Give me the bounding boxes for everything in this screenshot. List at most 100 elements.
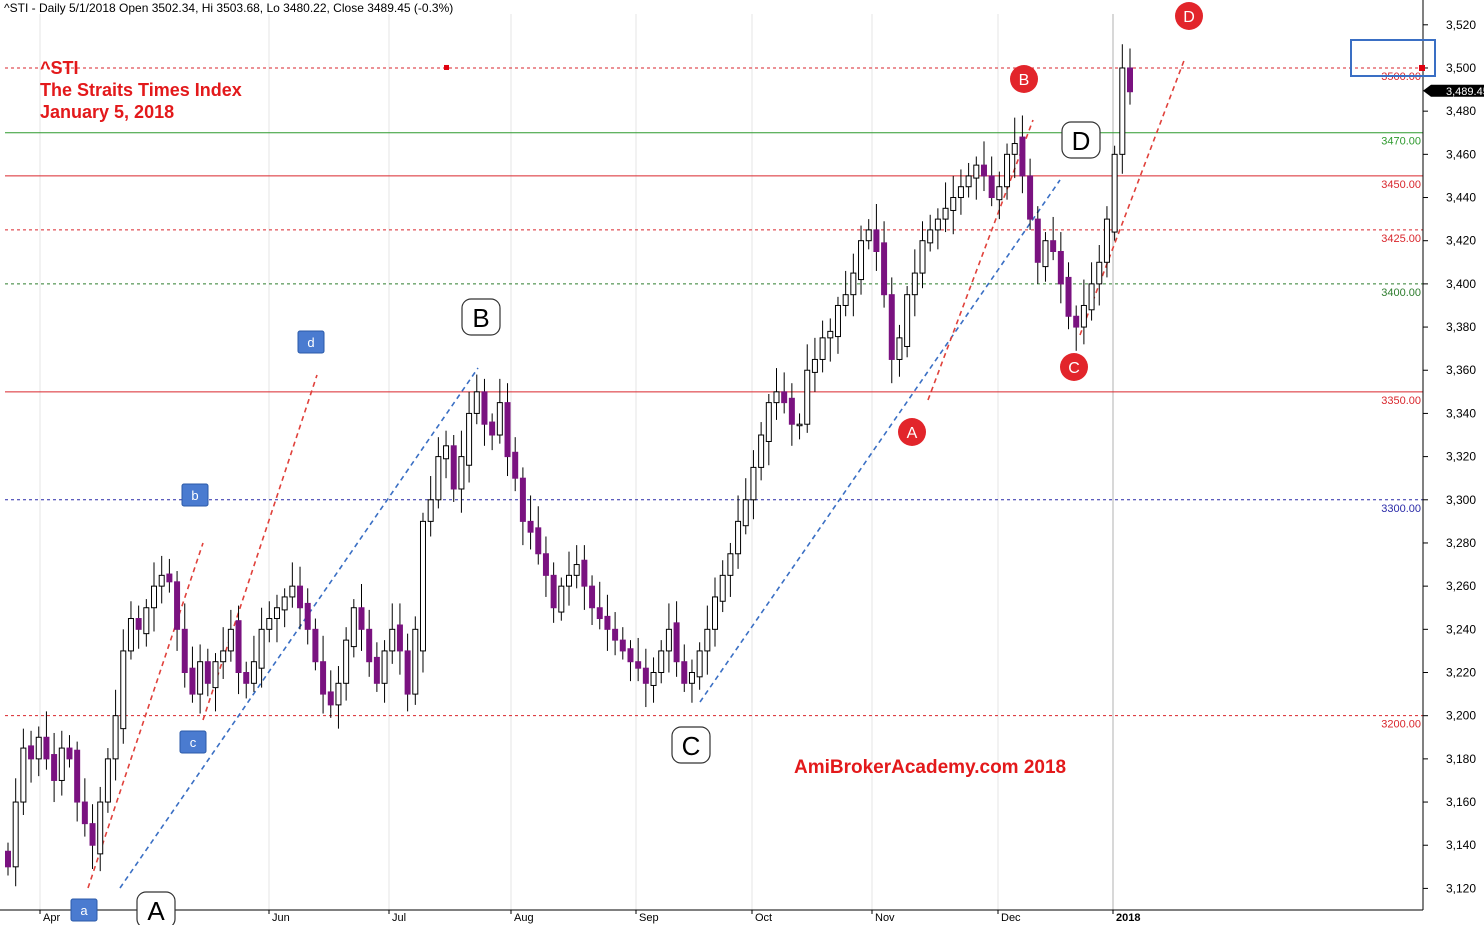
- candle-body: [473, 391, 480, 414]
- price-dot: [444, 64, 449, 70]
- candle-body: [335, 682, 342, 706]
- candle-body: [535, 527, 542, 555]
- wave-label-text: a: [80, 903, 88, 918]
- candle-body: [58, 747, 65, 781]
- candle-body: [489, 421, 496, 436]
- candle-body: [827, 330, 834, 339]
- candle-body: [873, 229, 880, 252]
- trend-line: [87, 542, 204, 889]
- time-tick-label: Jun: [272, 912, 290, 924]
- wave-label-circle: [1010, 65, 1038, 93]
- time-tick-label: Jul: [392, 912, 406, 924]
- trend-lines: [87, 57, 1186, 889]
- price-tick-label: 3,360: [1446, 363, 1476, 377]
- candle-body: [1103, 218, 1110, 263]
- candle-body: [135, 618, 142, 630]
- candle-body: [74, 749, 81, 803]
- candle-body: [1057, 250, 1064, 285]
- candle-body: [1050, 240, 1057, 252]
- candle-body: [151, 585, 158, 609]
- wave-label-box: [181, 483, 209, 507]
- candle-body: [589, 585, 596, 609]
- candle-body: [35, 736, 42, 760]
- wave-label-text: D: [1072, 126, 1091, 156]
- price-tick-label: 3,140: [1446, 838, 1476, 852]
- candle-body: [458, 456, 465, 490]
- candle-body: [927, 229, 934, 244]
- candle-body: [665, 628, 672, 652]
- candle-body: [850, 272, 857, 296]
- candle-body: [450, 445, 457, 490]
- candle-body: [1042, 240, 1049, 268]
- wave-label-black-c: C: [671, 726, 711, 764]
- candle-body: [235, 620, 242, 674]
- candle-body: [642, 667, 649, 684]
- candle-body: [858, 240, 865, 281]
- candle-body: [443, 445, 450, 460]
- candle-body: [166, 573, 173, 583]
- candle-body: [1004, 153, 1011, 188]
- candle-body: [796, 423, 803, 427]
- candle-body: [934, 218, 941, 231]
- candle-body: [220, 650, 227, 663]
- candle-body: [297, 585, 304, 609]
- candle-body: [1080, 304, 1087, 328]
- candle-body: [566, 574, 572, 587]
- price-tick-label: 3,160: [1446, 795, 1476, 809]
- wave-label-red-c: C: [1060, 353, 1088, 381]
- price-tick-label: 3,380: [1446, 320, 1476, 334]
- support-resistance-lines: 3500.003470.003450.003425.003400.003350.…: [5, 67, 1423, 731]
- candle-body: [596, 607, 603, 620]
- candle-body: [51, 754, 58, 781]
- price-tick-label: 3,400: [1446, 277, 1476, 291]
- candle-body: [1111, 153, 1118, 233]
- candle-body: [957, 186, 964, 199]
- price-tick-label: 3,280: [1446, 536, 1476, 550]
- candle-body: [43, 736, 50, 760]
- candle-body: [911, 272, 918, 296]
- candle-body: [1065, 276, 1072, 317]
- candle-body: [727, 553, 734, 576]
- wave-label-circle: [1175, 2, 1203, 30]
- candle-body: [558, 585, 565, 613]
- time-tick-label: Sep: [639, 912, 659, 924]
- wave-label-box: [179, 730, 207, 754]
- price-tick-label: 3,520: [1446, 18, 1476, 32]
- candle-body: [104, 758, 111, 803]
- wave-label-black-a: A: [136, 891, 176, 925]
- candle-body: [89, 823, 96, 846]
- candle-body: [742, 499, 749, 527]
- price-tick-label: 3,300: [1446, 493, 1476, 507]
- candle-body: [212, 661, 219, 689]
- wave-label-text: B: [472, 303, 489, 333]
- candle-body: [396, 624, 403, 652]
- wave-label-black-b: B: [461, 298, 501, 336]
- candle-body: [358, 607, 365, 630]
- candle-body: [781, 391, 788, 404]
- candle-body: [688, 672, 695, 684]
- candle-body: [5, 850, 11, 868]
- candle-body: [573, 564, 580, 576]
- candle-body: [673, 622, 680, 663]
- wave-label-text: d: [307, 335, 314, 350]
- candle-body: [658, 650, 665, 674]
- candle-body: [804, 369, 811, 425]
- trend-line: [699, 179, 1061, 703]
- wave-label-text: b: [191, 488, 198, 503]
- candle-body: [158, 574, 165, 587]
- candle-body: [289, 585, 296, 598]
- candle-body: [81, 801, 88, 825]
- time-tick-label: 2018: [1116, 912, 1140, 924]
- candle-body: [197, 661, 204, 695]
- candle-body: [304, 602, 311, 630]
- vertical-gridlines: [39, 14, 1114, 910]
- wave-label-blue-a: a: [70, 898, 98, 922]
- title-index-name: The Straits Times Index: [40, 80, 242, 100]
- wave-label-text: B: [1019, 72, 1030, 89]
- candle-body: [243, 672, 250, 684]
- level-label: 3400.00: [1381, 287, 1421, 299]
- candle-body: [681, 661, 688, 684]
- wave-label-box: [671, 726, 711, 764]
- wave-label-text: A: [907, 425, 918, 442]
- wave-label-black-d: D: [1061, 121, 1101, 159]
